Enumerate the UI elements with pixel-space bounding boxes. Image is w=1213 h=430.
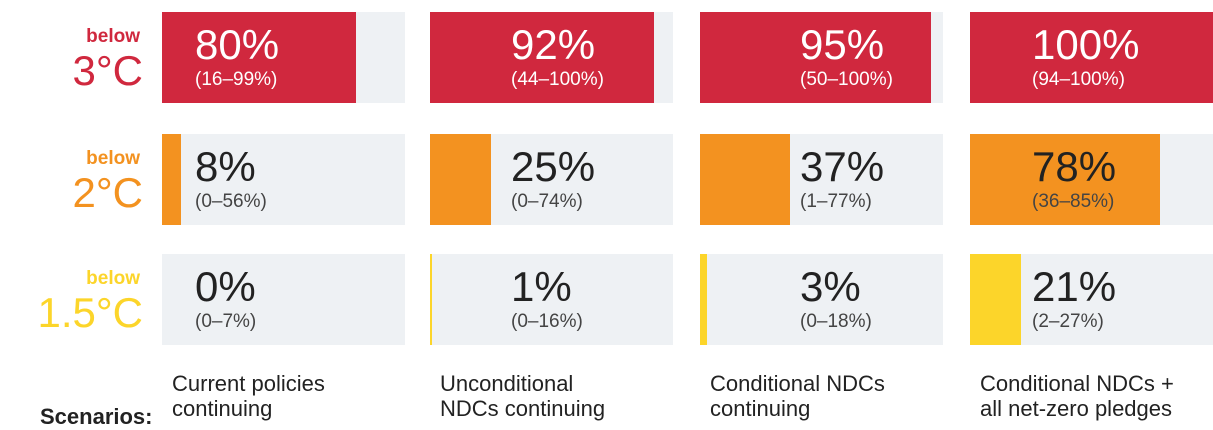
- range-label: (0–16%): [511, 311, 583, 332]
- bar: [970, 134, 1160, 225]
- row-prefix: below: [86, 268, 140, 289]
- bar: [162, 12, 357, 103]
- range-label: (16–99%): [195, 69, 278, 90]
- range-label: (50–100%): [800, 69, 893, 90]
- category-label: Unconditional: [440, 371, 574, 396]
- range-label: (44–100%): [511, 69, 604, 90]
- row-label: 1.5°C: [37, 289, 143, 336]
- range-label: (0–56%): [195, 191, 267, 212]
- value-label: 92%: [511, 21, 596, 68]
- category-label: continuing: [710, 396, 811, 421]
- category-label: all net-zero pledges: [980, 396, 1173, 421]
- bar-background: [162, 134, 405, 225]
- row-prefix: below: [86, 26, 140, 47]
- bar-background: [700, 254, 943, 345]
- range-label: (36–85%): [1032, 191, 1115, 212]
- value-label: 0%: [195, 263, 256, 310]
- bar: [700, 12, 931, 103]
- row-prefix: below: [86, 148, 140, 169]
- bar: [970, 254, 1022, 345]
- row-label: 2°C: [72, 169, 144, 216]
- value-label: 8%: [195, 143, 256, 190]
- range-label: (2–27%): [1032, 311, 1104, 332]
- bar: [162, 134, 182, 225]
- value-label: 37%: [800, 143, 885, 190]
- range-label: (0–74%): [511, 191, 583, 212]
- value-label: 95%: [800, 21, 885, 68]
- value-label: 21%: [1032, 263, 1117, 310]
- bar: [430, 134, 491, 225]
- bar: [430, 12, 654, 103]
- category-label: continuing: [172, 396, 273, 421]
- category-label: Conditional NDCs +: [980, 371, 1174, 396]
- category-label: Conditional NDCs: [710, 371, 885, 396]
- bar-background: [162, 254, 405, 345]
- range-label: (1–77%): [800, 191, 872, 212]
- bar-background: [430, 254, 673, 345]
- value-label: 100%: [1032, 21, 1140, 68]
- value-label: 78%: [1032, 143, 1117, 190]
- row-label: 3°C: [72, 47, 144, 94]
- bar: [700, 254, 708, 345]
- bar: [430, 254, 433, 345]
- bar: [700, 134, 790, 225]
- value-label: 1%: [511, 263, 572, 310]
- range-label: (0–7%): [195, 311, 257, 332]
- value-label: 3%: [800, 263, 861, 310]
- value-label: 80%: [195, 21, 280, 68]
- bar: [970, 12, 1213, 103]
- categories-label: Scenarios:: [40, 404, 153, 429]
- range-label: (0–18%): [800, 311, 872, 332]
- category-label: NDCs continuing: [440, 396, 606, 421]
- range-label: (94–100%): [1032, 69, 1125, 90]
- category-label: Current policies: [172, 371, 325, 396]
- value-label: 25%: [511, 143, 596, 190]
